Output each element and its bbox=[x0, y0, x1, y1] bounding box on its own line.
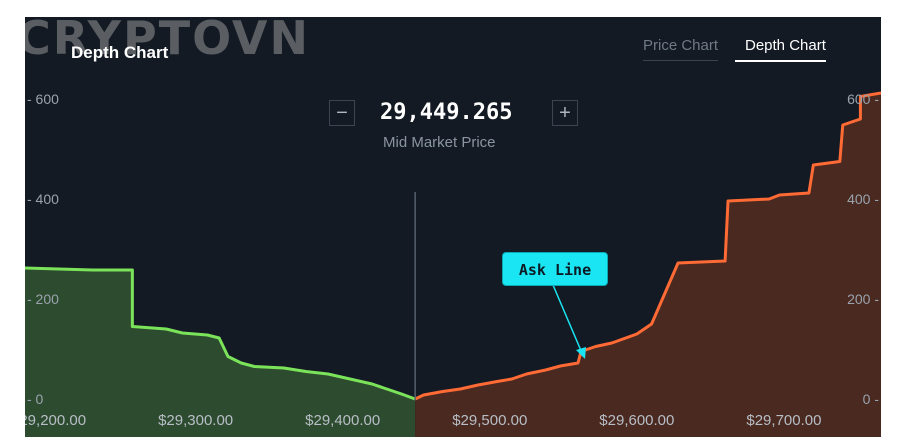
x-tick-label: $29,600.00 bbox=[599, 412, 674, 429]
ask-line-pointer bbox=[552, 284, 586, 359]
ask-depth-area bbox=[415, 93, 881, 437]
y-tick-right: 200 - bbox=[847, 291, 879, 307]
depth-chart-panel: CRYPTOVN Depth Chart Price Chart Depth C… bbox=[25, 17, 881, 437]
mid-market-label: Mid Market Price bbox=[383, 134, 496, 151]
y-tick-right: 600 - bbox=[847, 91, 879, 107]
x-tick-label: $29,400.00 bbox=[305, 412, 380, 429]
bid-depth-area bbox=[25, 268, 416, 437]
chart-header bbox=[25, 17, 881, 87]
x-tick-label: $29,500.00 bbox=[452, 412, 527, 429]
y-tick-right: 0 - bbox=[863, 391, 880, 407]
y-tick-left: - 600 bbox=[27, 91, 59, 107]
depth-chart-plot: - 600 600 - - 400 400 - - 200 200 - - 0 0 - $29… bbox=[25, 91, 881, 437]
y-tick-left: - 400 bbox=[27, 191, 59, 207]
x-tick-label: $29,700.00 bbox=[746, 412, 821, 429]
zoom-in-button[interactable]: + bbox=[552, 100, 578, 126]
ask-depth-line bbox=[414, 91, 881, 401]
mid-market-price: 29,449.265 bbox=[380, 100, 513, 125]
x-tick-label: $29,300.00 bbox=[158, 412, 233, 429]
page-title: Depth Chart bbox=[71, 43, 169, 62]
tab-depth-chart[interactable]: Depth Chart bbox=[735, 37, 826, 62]
ask-line-callout: Ask Line bbox=[502, 252, 608, 286]
tab-price-chart[interactable]: Price Chart bbox=[643, 37, 719, 61]
zoom-out-button[interactable]: − bbox=[329, 100, 355, 126]
y-tick-right: 400 - bbox=[847, 191, 879, 207]
x-tick-label: $29,200.00 bbox=[25, 412, 86, 429]
y-tick-left: - 0 bbox=[27, 391, 44, 407]
bid-depth-line bbox=[25, 266, 416, 401]
y-tick-left: - 200 bbox=[27, 291, 59, 307]
